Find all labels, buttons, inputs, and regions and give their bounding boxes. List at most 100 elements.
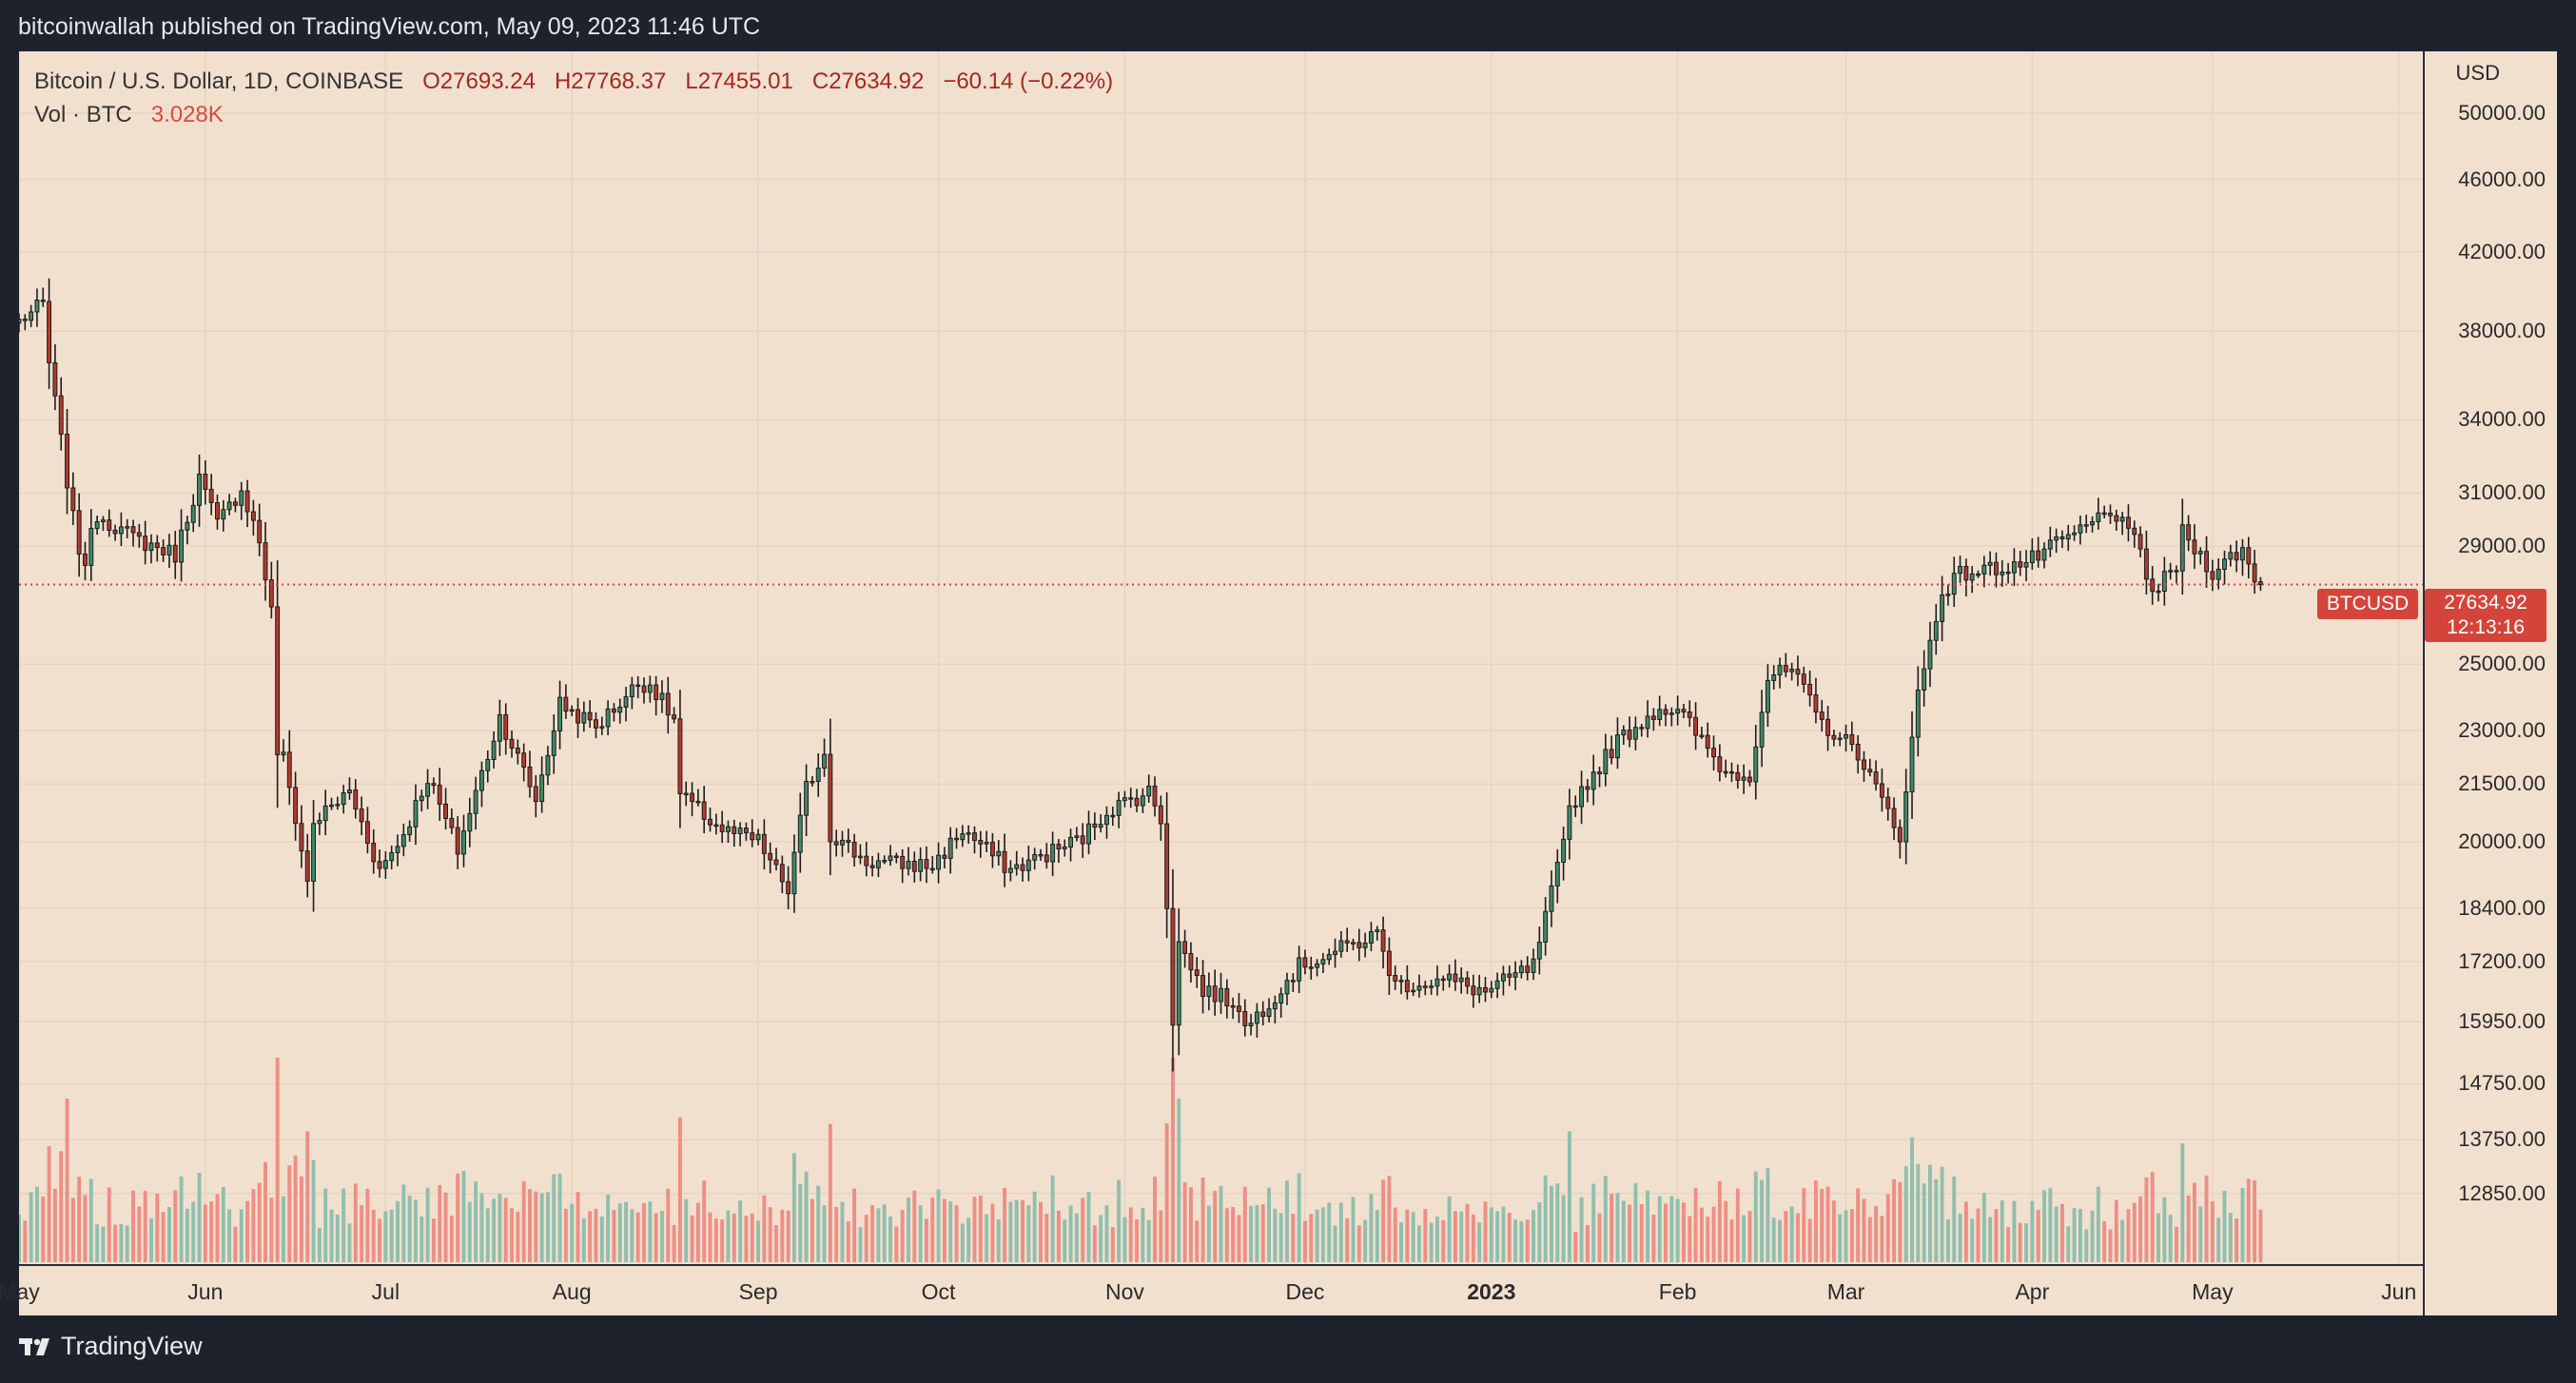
- volume-bar-up: [413, 1199, 418, 1262]
- candle-down: [864, 855, 869, 867]
- candle-down: [719, 824, 725, 832]
- candle-up: [1621, 730, 1627, 736]
- volume-bar-down: [1747, 1211, 1752, 1262]
- volume-bar-up: [1838, 1214, 1843, 1262]
- candle-up: [2078, 524, 2083, 534]
- candle-up: [1987, 561, 1993, 566]
- volume-bar-up: [822, 1205, 827, 1262]
- legend-close: C27634.92: [811, 68, 925, 94]
- volume-bar-down: [534, 1191, 538, 1262]
- candle-up: [413, 800, 419, 828]
- price-axis[interactable]: USD 50000.00 46000.00 42000.00 38000.00 3400…: [2423, 51, 2557, 1315]
- volume-bar-down: [2186, 1195, 2191, 1262]
- chart-plot-area[interactable]: [19, 51, 2423, 1264]
- price-tick-label: 21500.00: [2458, 771, 2546, 796]
- candle-up: [491, 740, 497, 760]
- tradingview-brand[interactable]: TradingView: [19, 1332, 203, 1361]
- volume-bar-up: [1285, 1180, 1289, 1262]
- candle-down: [2101, 512, 2107, 516]
- candle-down: [929, 867, 935, 871]
- volume-bar-up: [791, 1153, 796, 1262]
- volume-bar-up: [407, 1196, 412, 1262]
- candle-up: [407, 826, 413, 835]
- legend-symbol[interactable]: Bitcoin / U.S. Dollar, 1D, COINBASE: [34, 68, 404, 94]
- volume-bar-up: [1219, 1185, 1223, 1262]
- volume-bars: [19, 1058, 2263, 1262]
- legend-volume-label[interactable]: Vol · BTC: [34, 102, 132, 127]
- candle-up: [882, 860, 888, 863]
- candle-down: [52, 361, 58, 397]
- candle-down: [268, 579, 274, 608]
- candle-up: [1351, 942, 1356, 945]
- candle-down: [1236, 1005, 1241, 1012]
- candle-down: [293, 787, 299, 825]
- candle-up: [755, 833, 761, 841]
- candle-down: [1891, 808, 1897, 828]
- candlestick-chart[interactable]: [19, 51, 2423, 1264]
- candle-up: [1837, 737, 1843, 740]
- volume-bar-up: [1074, 1213, 1079, 1262]
- volume-bar-up: [1255, 1205, 1259, 1262]
- candle-up: [1140, 795, 1145, 807]
- volume-bar-up: [282, 1196, 285, 1262]
- volume-bar-up: [119, 1224, 124, 1262]
- candle-up: [726, 826, 731, 832]
- candle-up: [966, 832, 971, 835]
- candle-up: [1447, 973, 1453, 981]
- volume-bar-down: [371, 1209, 376, 1262]
- time-axis[interactable]: May Jun Jul Aug Sep Oct Nov Dec 2023 Feb Mar Apr May…: [0, 1264, 2423, 1315]
- volume-bar-down: [83, 1195, 88, 1262]
- candle-down: [215, 501, 220, 520]
- candle-up: [185, 521, 190, 531]
- candle-up: [1958, 566, 1963, 575]
- volume-bar-down: [1976, 1208, 1981, 1262]
- candle-down: [1188, 952, 1194, 971]
- volume-bar-down: [215, 1194, 220, 1262]
- volume-bar-down: [1651, 1215, 1656, 1262]
- candle-down: [83, 553, 88, 566]
- candle-down: [70, 487, 76, 512]
- volume-bar-down: [209, 1201, 214, 1262]
- candle-down: [786, 881, 791, 895]
- candle-down: [1862, 759, 1866, 770]
- legend-volume-row: Vol · BTC 3.028K: [34, 102, 1113, 135]
- volume-bar-up: [1537, 1202, 1542, 1262]
- candle-down: [1404, 980, 1410, 993]
- candle-up: [1206, 985, 1212, 998]
- candle-down: [641, 685, 647, 693]
- candle-up: [1753, 746, 1759, 783]
- time-tick-label: Dec: [1285, 1279, 1325, 1304]
- volume-bar-down: [449, 1216, 454, 1262]
- candle-down: [130, 526, 136, 534]
- volume-bar-down: [137, 1206, 142, 1262]
- candle-up: [1176, 941, 1181, 1026]
- volume-bar-down: [521, 1180, 526, 1262]
- time-tick-label: Oct: [921, 1279, 956, 1304]
- candle-up: [29, 311, 34, 321]
- volume-bar-down: [1465, 1203, 1470, 1262]
- candle-up: [1375, 929, 1380, 933]
- volume-bar-down: [1213, 1190, 1218, 1262]
- candle-down: [773, 859, 779, 866]
- candle-down: [1224, 987, 1230, 1006]
- candle-down: [635, 684, 641, 688]
- volume-bar-down: [293, 1155, 298, 1262]
- candle-down: [533, 786, 538, 803]
- volume-bar-down: [786, 1210, 790, 1262]
- volume-bar-down: [2108, 1229, 2113, 1262]
- candle-down: [2143, 548, 2149, 580]
- volume-bar-down: [233, 1226, 238, 1262]
- volume-bar-up: [630, 1209, 634, 1262]
- volume-bar-up: [1417, 1225, 1421, 1262]
- price-tick-label: 17200.00: [2458, 948, 2546, 973]
- candle-down: [1873, 771, 1879, 785]
- candle-up: [1098, 824, 1103, 828]
- volume-bar-down: [690, 1215, 694, 1262]
- candle-down: [1344, 940, 1350, 944]
- candle-up: [1518, 965, 1524, 974]
- time-tick-label: Apr: [2015, 1279, 2050, 1304]
- volume-bar-up: [420, 1216, 424, 1262]
- volume-bar-down: [2102, 1220, 2107, 1262]
- candle-up: [1531, 958, 1536, 973]
- candle-down: [2108, 512, 2113, 516]
